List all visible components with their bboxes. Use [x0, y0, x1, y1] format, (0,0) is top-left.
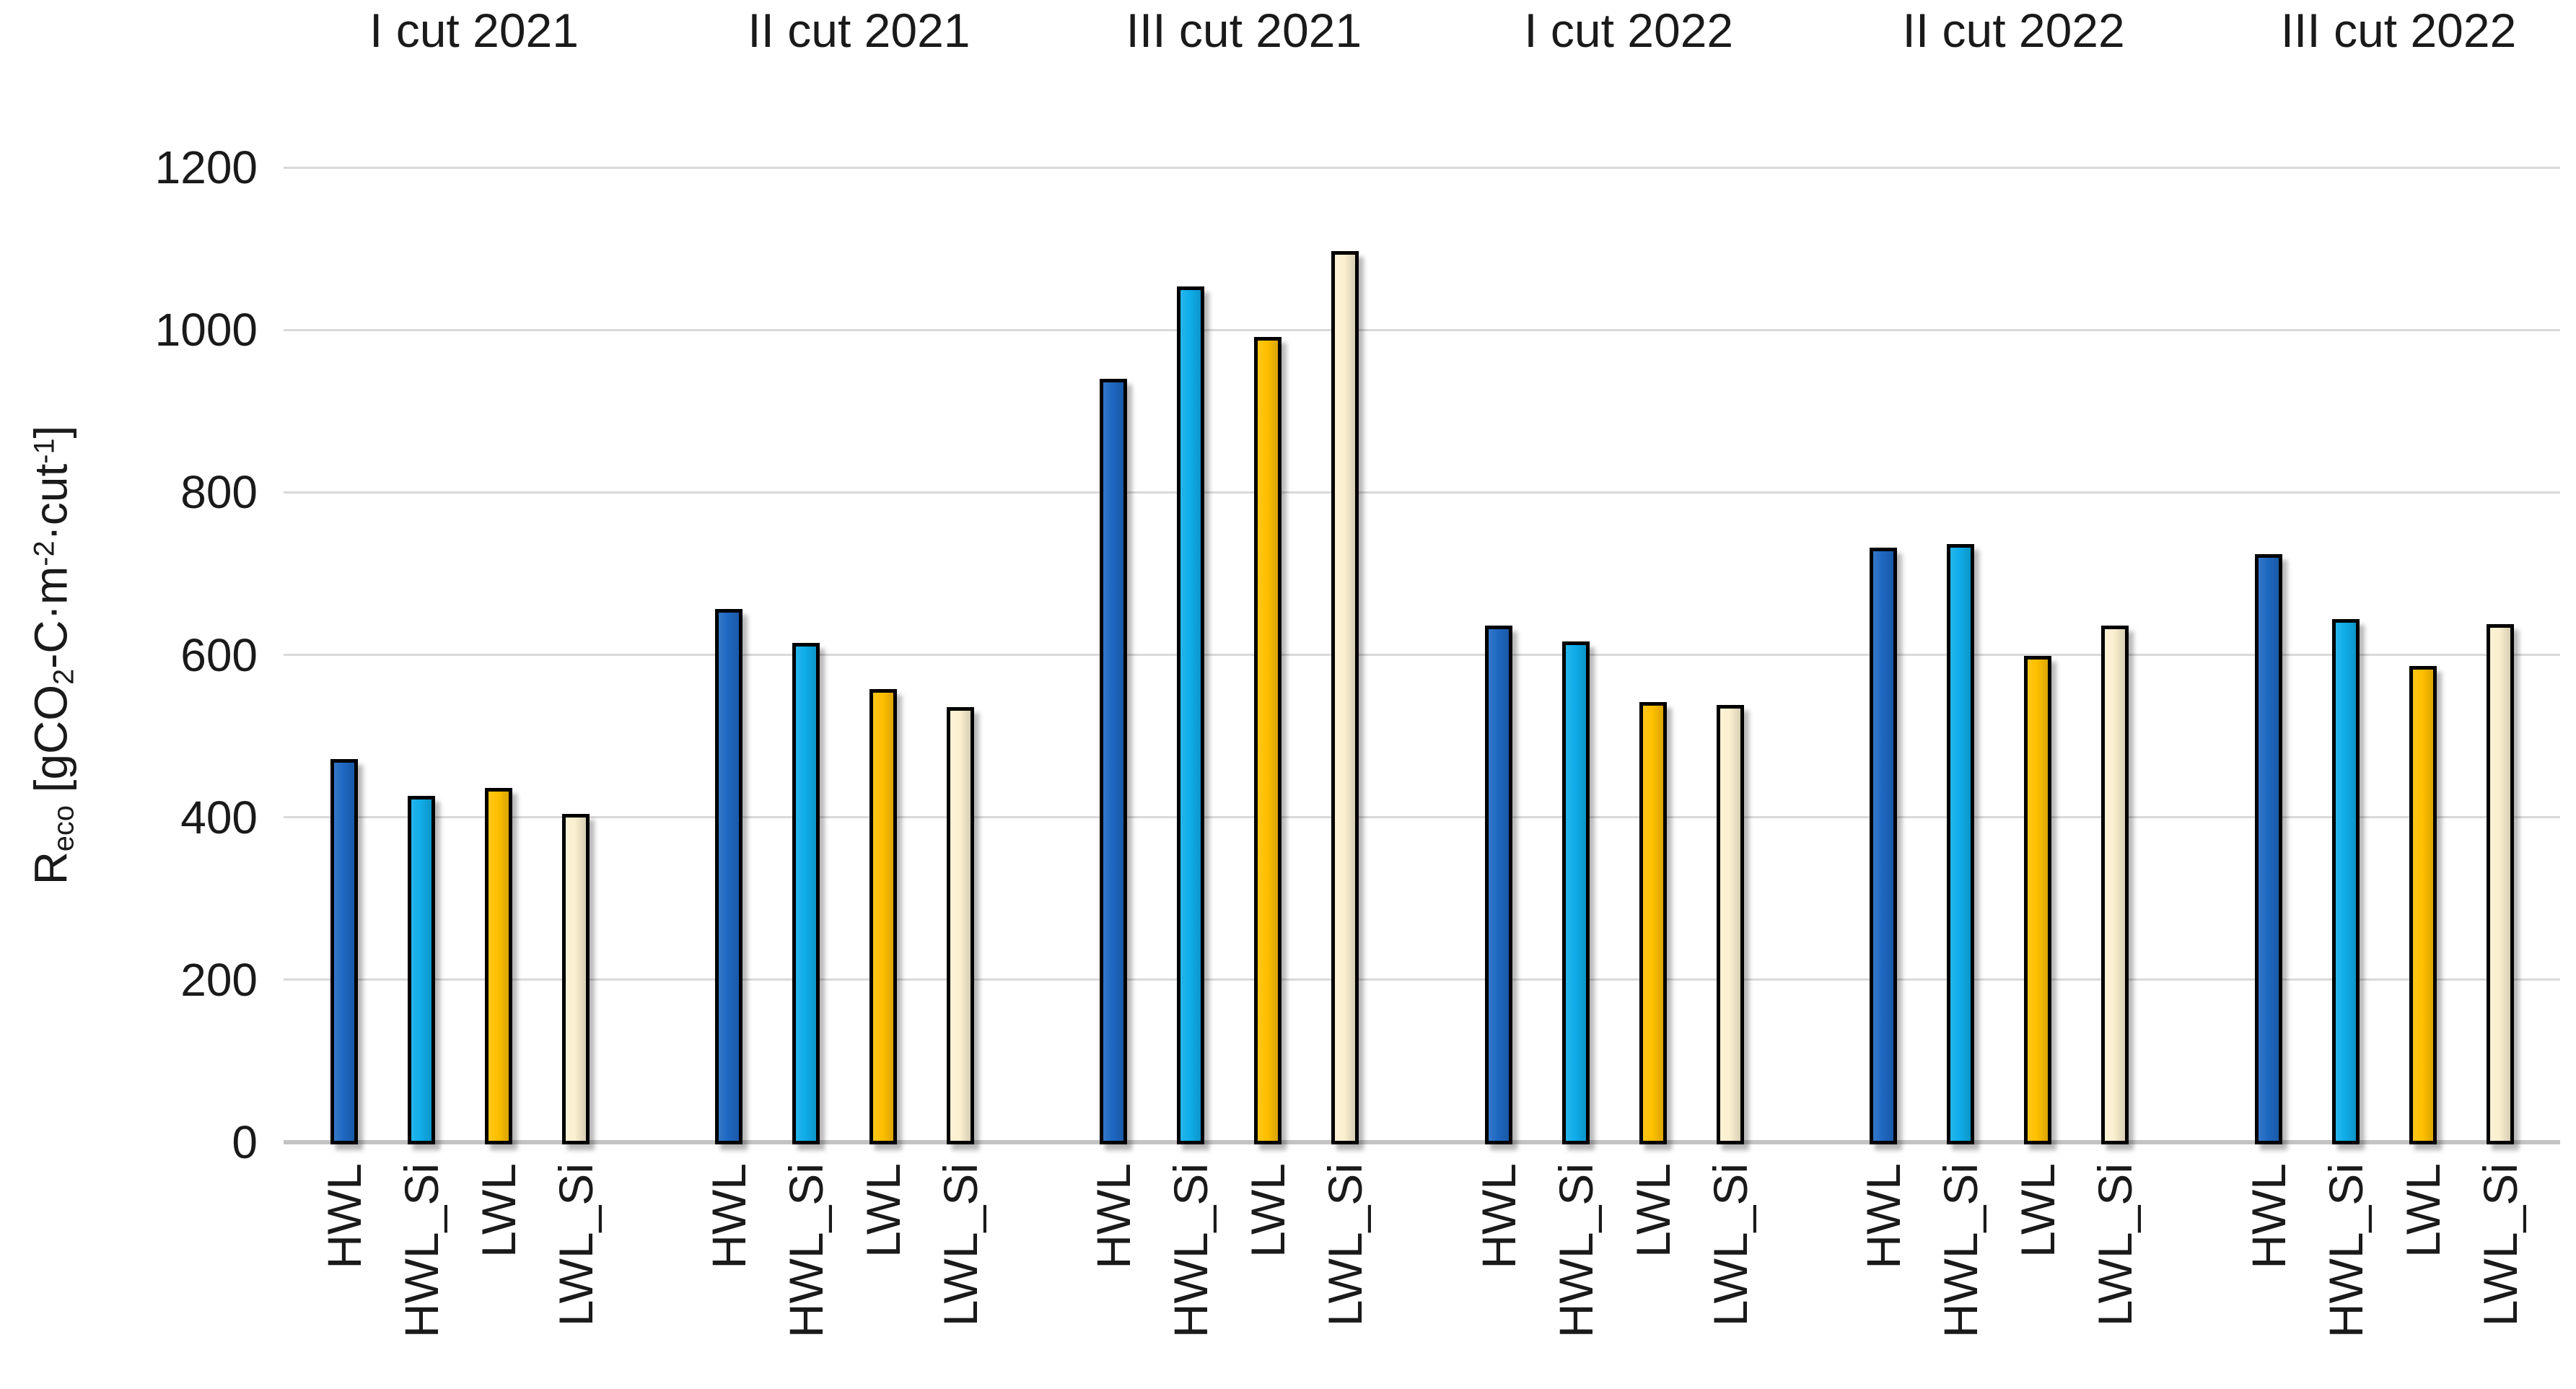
bar-HWL_Si-III-cut-2021 [1177, 286, 1205, 1144]
x-tick-label-text: LWL [856, 1163, 910, 1258]
x-tick-label-text: HWL_Si [1548, 1163, 1603, 1338]
y-axis-title-segment: -1 [28, 437, 61, 464]
y-tick-label-200: 200 [180, 953, 258, 1006]
y-axis-title-segment: [gCO [25, 684, 77, 805]
bar-LWL-II-cut-2021 [869, 688, 897, 1144]
y-tick-label-800: 800 [180, 466, 258, 519]
gridline-1200 [284, 166, 2560, 169]
x-tick-label-text: LWL [1241, 1163, 1295, 1258]
x-tick-label-text: HWL [701, 1163, 755, 1269]
bar-LWL-I-cut-2021 [484, 788, 512, 1144]
y-tick-label-1000: 1000 [154, 304, 258, 356]
bar-LWL-III-cut-2021 [1254, 337, 1282, 1144]
y-tick-label-0: 0 [232, 1116, 258, 1168]
bar-LWL_Si-III-cut-2022 [2486, 623, 2514, 1144]
x-tick-label-text: HWL_Si [1164, 1163, 1218, 1338]
gridline-400 [284, 816, 2560, 819]
y-axis-title-segment: eco [47, 805, 79, 851]
y-axis-title-segment: -C·m [25, 566, 77, 669]
group-label-I-cut-2022: I cut 2022 [1524, 4, 1734, 57]
x-tick-label-text: HWL_Si [1934, 1163, 1988, 1338]
x-tick-label-text: HWL [2241, 1163, 2295, 1269]
group-label-II-cut-2021: II cut 2021 [748, 4, 971, 57]
x-tick-label-text: LWL [2396, 1163, 2450, 1258]
x-tick-label-text: LWL_Si [548, 1163, 603, 1327]
bar-HWL_Si-II-cut-2021 [792, 642, 820, 1144]
x-tick-label-text: LWL_Si [933, 1163, 987, 1327]
bar-HWL-II-cut-2021 [714, 609, 742, 1144]
x-tick-label-text: LWL_Si [2473, 1163, 2527, 1327]
bar-LWL_Si-II-cut-2022 [2101, 625, 2129, 1144]
y-tick-label-400: 400 [180, 791, 258, 844]
gridline-800 [284, 491, 2560, 494]
x-tick-label-text: LWL [2011, 1163, 2065, 1258]
y-axis-title: Reco [gCO2-C·m-2·cut-1] [0, 167, 101, 1142]
gridline-0 [284, 1140, 2560, 1144]
y-tick-label-600: 600 [180, 628, 258, 681]
x-tick-label-text: LWL_Si [1703, 1163, 1757, 1327]
bar-LWL-II-cut-2022 [2024, 655, 2052, 1144]
x-tick-label-text: HWL_Si [394, 1163, 448, 1338]
bar-LWL-I-cut-2022 [1639, 701, 1667, 1144]
group-label-III-cut-2022: III cut 2022 [2280, 4, 2517, 57]
x-tick-label-text: HWL [317, 1163, 371, 1269]
y-axis-title-text: Reco [gCO2-C·m-2·cut-1] [24, 425, 79, 885]
x-tick-label-text: HWL [1087, 1163, 1141, 1269]
bar-LWL_Si-I-cut-2022 [1716, 705, 1744, 1144]
bar-HWL-II-cut-2022 [1870, 547, 1898, 1144]
x-tick-label-text: LWL_Si [1318, 1163, 1372, 1327]
bar-HWL-I-cut-2022 [1484, 625, 1512, 1144]
bar-HWL_Si-II-cut-2022 [1947, 544, 1975, 1144]
bar-HWL-III-cut-2021 [1100, 378, 1128, 1144]
x-tick-label-text: HWL [1857, 1163, 1911, 1269]
gridline-600 [284, 654, 2560, 656]
group-label-III-cut-2021: III cut 2021 [1126, 4, 1362, 57]
y-axis-title-segment: ·cut [25, 463, 77, 540]
y-axis-title-segment: -2 [28, 540, 61, 566]
x-tick-label-text: HWL_Si [779, 1163, 833, 1338]
x-tick-label-text: LWL_Si [2088, 1163, 2142, 1327]
bar-HWL-III-cut-2022 [2254, 553, 2282, 1144]
bar-HWL_Si-I-cut-2022 [1561, 641, 1590, 1144]
bar-LWL_Si-I-cut-2021 [561, 814, 590, 1144]
group-label-II-cut-2022: II cut 2022 [1902, 4, 2125, 57]
x-tick-label-text: HWL [1471, 1163, 1525, 1269]
y-tick-label-1200: 1200 [154, 141, 258, 193]
x-tick-label-text: HWL_Si [2318, 1163, 2373, 1338]
bar-LWL-III-cut-2022 [2409, 666, 2437, 1144]
bar-HWL_Si-III-cut-2022 [2331, 618, 2360, 1144]
group-label-I-cut-2021: I cut 2021 [369, 4, 579, 57]
bar-LWL_Si-III-cut-2021 [1331, 250, 1359, 1144]
y-axis-title-segment: R [25, 851, 77, 885]
bar-HWL_Si-I-cut-2021 [407, 796, 435, 1144]
y-axis-title-segment: ] [25, 425, 77, 438]
y-axis-title-segment: 2 [47, 668, 79, 685]
bar-LWL_Si-II-cut-2021 [946, 706, 974, 1144]
bar-HWL-I-cut-2021 [330, 758, 358, 1144]
gridline-1000 [284, 328, 2560, 331]
gridline-200 [284, 978, 2560, 981]
x-tick-label-text: LWL [471, 1163, 525, 1258]
x-tick-label-text: LWL [1626, 1163, 1680, 1258]
